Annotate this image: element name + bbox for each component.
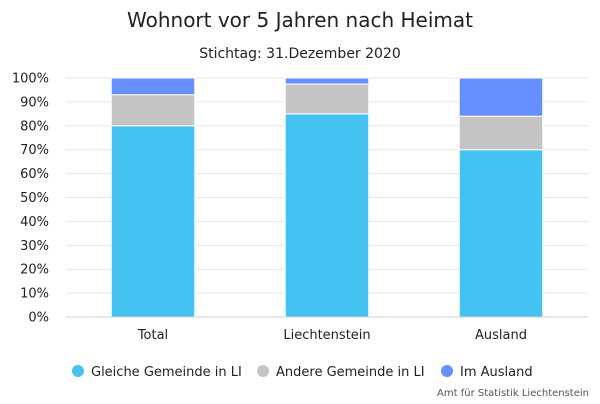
y-tick-label: 100% <box>12 72 49 87</box>
y-tick-label: 0% <box>28 311 49 326</box>
y-tick-label: 10% <box>20 287 49 302</box>
bar-segment-2 <box>284 83 370 115</box>
x-tick-label: Total <box>137 328 168 343</box>
legend-label: Gleiche Gemeinde in LI <box>91 365 242 380</box>
bar-segment-1 <box>284 113 370 318</box>
y-axis-ticks: 0% 10% 20% 30% 40% 50% 60% 70% 80% 90% 100% <box>12 72 49 326</box>
y-tick-label: 20% <box>20 263 49 278</box>
x-tick-label: Liechtenstein <box>283 328 370 343</box>
y-tick-label: 60% <box>20 167 49 182</box>
chart-subtitle: Stichtag: 31.Dezember 2020 <box>199 46 401 62</box>
y-tick-label: 70% <box>20 143 49 158</box>
legend-label: Andere Gemeinde in LI <box>276 365 425 380</box>
y-tick-label: 30% <box>20 239 49 254</box>
legend: Gleiche Gemeinde in LI Andere Gemeinde in… <box>72 365 533 380</box>
bar-segment-1 <box>110 125 196 318</box>
source-note: Amt für Statistik Liechtenstein <box>437 388 589 399</box>
legend-label: Im Ausland <box>460 365 533 380</box>
y-tick-label: 90% <box>20 95 49 110</box>
bar-segment-3 <box>458 77 544 117</box>
legend-marker <box>257 365 269 377</box>
x-axis-ticks: Total Liechtenstein Ausland <box>137 328 527 343</box>
legend-marker <box>72 365 84 377</box>
y-tick-label: 40% <box>20 215 49 230</box>
bar-segment-1 <box>458 149 544 318</box>
bar-segment-2 <box>110 94 196 127</box>
chart-title: Wohnort vor 5 Jahren nach Heimat <box>127 8 473 32</box>
y-tick-label: 80% <box>20 119 49 134</box>
bar-segment-3 <box>110 77 196 96</box>
legend-marker <box>441 365 453 377</box>
x-tick-label: Ausland <box>475 328 527 343</box>
bar-segment-3 <box>284 77 370 85</box>
bars <box>110 77 544 318</box>
y-tick-label: 50% <box>20 191 49 206</box>
bar-segment-2 <box>458 115 544 151</box>
